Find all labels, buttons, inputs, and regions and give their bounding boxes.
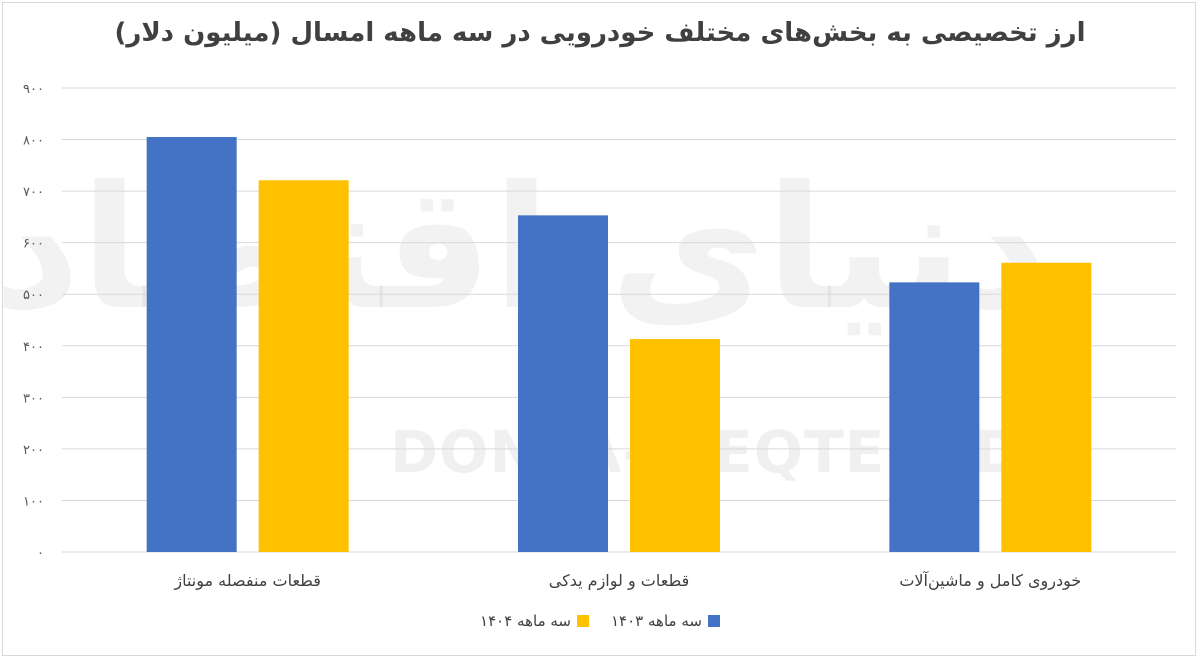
x-category-label-2: قطعات و لوازم یدکی (549, 571, 689, 591)
legend-swatch-series-2 (577, 615, 589, 627)
bar-series-2-category-2 (630, 339, 720, 552)
chart-title: ارز تخصیصی به بخش‌های مختلف خودرویی در س… (114, 18, 1086, 48)
bar-series-2-category-3 (1001, 262, 1092, 552)
bar-series-1-category-3 (889, 282, 980, 552)
x-axis-categories: قطعات منفصله مونتاژ قطعات و لوازم یدکی خود… (173, 571, 1081, 591)
y-tick-label-600: ۶۰۰ (23, 237, 44, 252)
legend-label-series-1: سه ماهه ۱۴۰۳ (611, 612, 702, 630)
bar-series-1-category-2 (518, 215, 608, 552)
bar-series-2-category-1 (258, 180, 349, 553)
legend-item-series-2: سه ماهه ۱۴۰۴ (480, 612, 589, 630)
y-tick-label-100: ۱۰۰ (23, 494, 44, 509)
bars (146, 136, 1092, 553)
legend-item-series-1: سه ماهه ۱۴۰۳ (611, 612, 720, 630)
gridlines (62, 87, 1176, 553)
y-tick-label-0: ۰ (37, 546, 44, 561)
x-category-label-3: خودروی کامل و ماشین‌آلات (899, 571, 1081, 591)
legend-label-series-2: سه ماهه ۱۴۰۴ (480, 612, 571, 630)
y-tick-label-200: ۲۰۰ (23, 443, 44, 458)
legend: سه ماهه ۱۴۰۳ سه ماهه ۱۴۰۴ (0, 612, 1200, 630)
y-tick-label-800: ۸۰۰ (23, 134, 44, 149)
y-tick-label-700: ۷۰۰ (23, 185, 44, 200)
y-tick-label-400: ۴۰۰ (23, 340, 44, 355)
y-axis-ticks: ۰ ۱۰۰ ۲۰۰ ۳۰۰ ۴۰۰ ۵۰۰ ۶۰۰ ۷۰۰ ۸۰۰ ۹۰۰ (23, 82, 44, 561)
x-category-label-1: قطعات منفصله مونتاژ (173, 571, 321, 591)
bar-series-1-category-1 (146, 136, 237, 552)
y-tick-label-900: ۹۰۰ (23, 82, 44, 97)
legend-swatch-series-1 (707, 615, 720, 627)
y-tick-label-500: ۵۰۰ (23, 288, 44, 303)
y-tick-label-300: ۳۰۰ (23, 391, 44, 406)
